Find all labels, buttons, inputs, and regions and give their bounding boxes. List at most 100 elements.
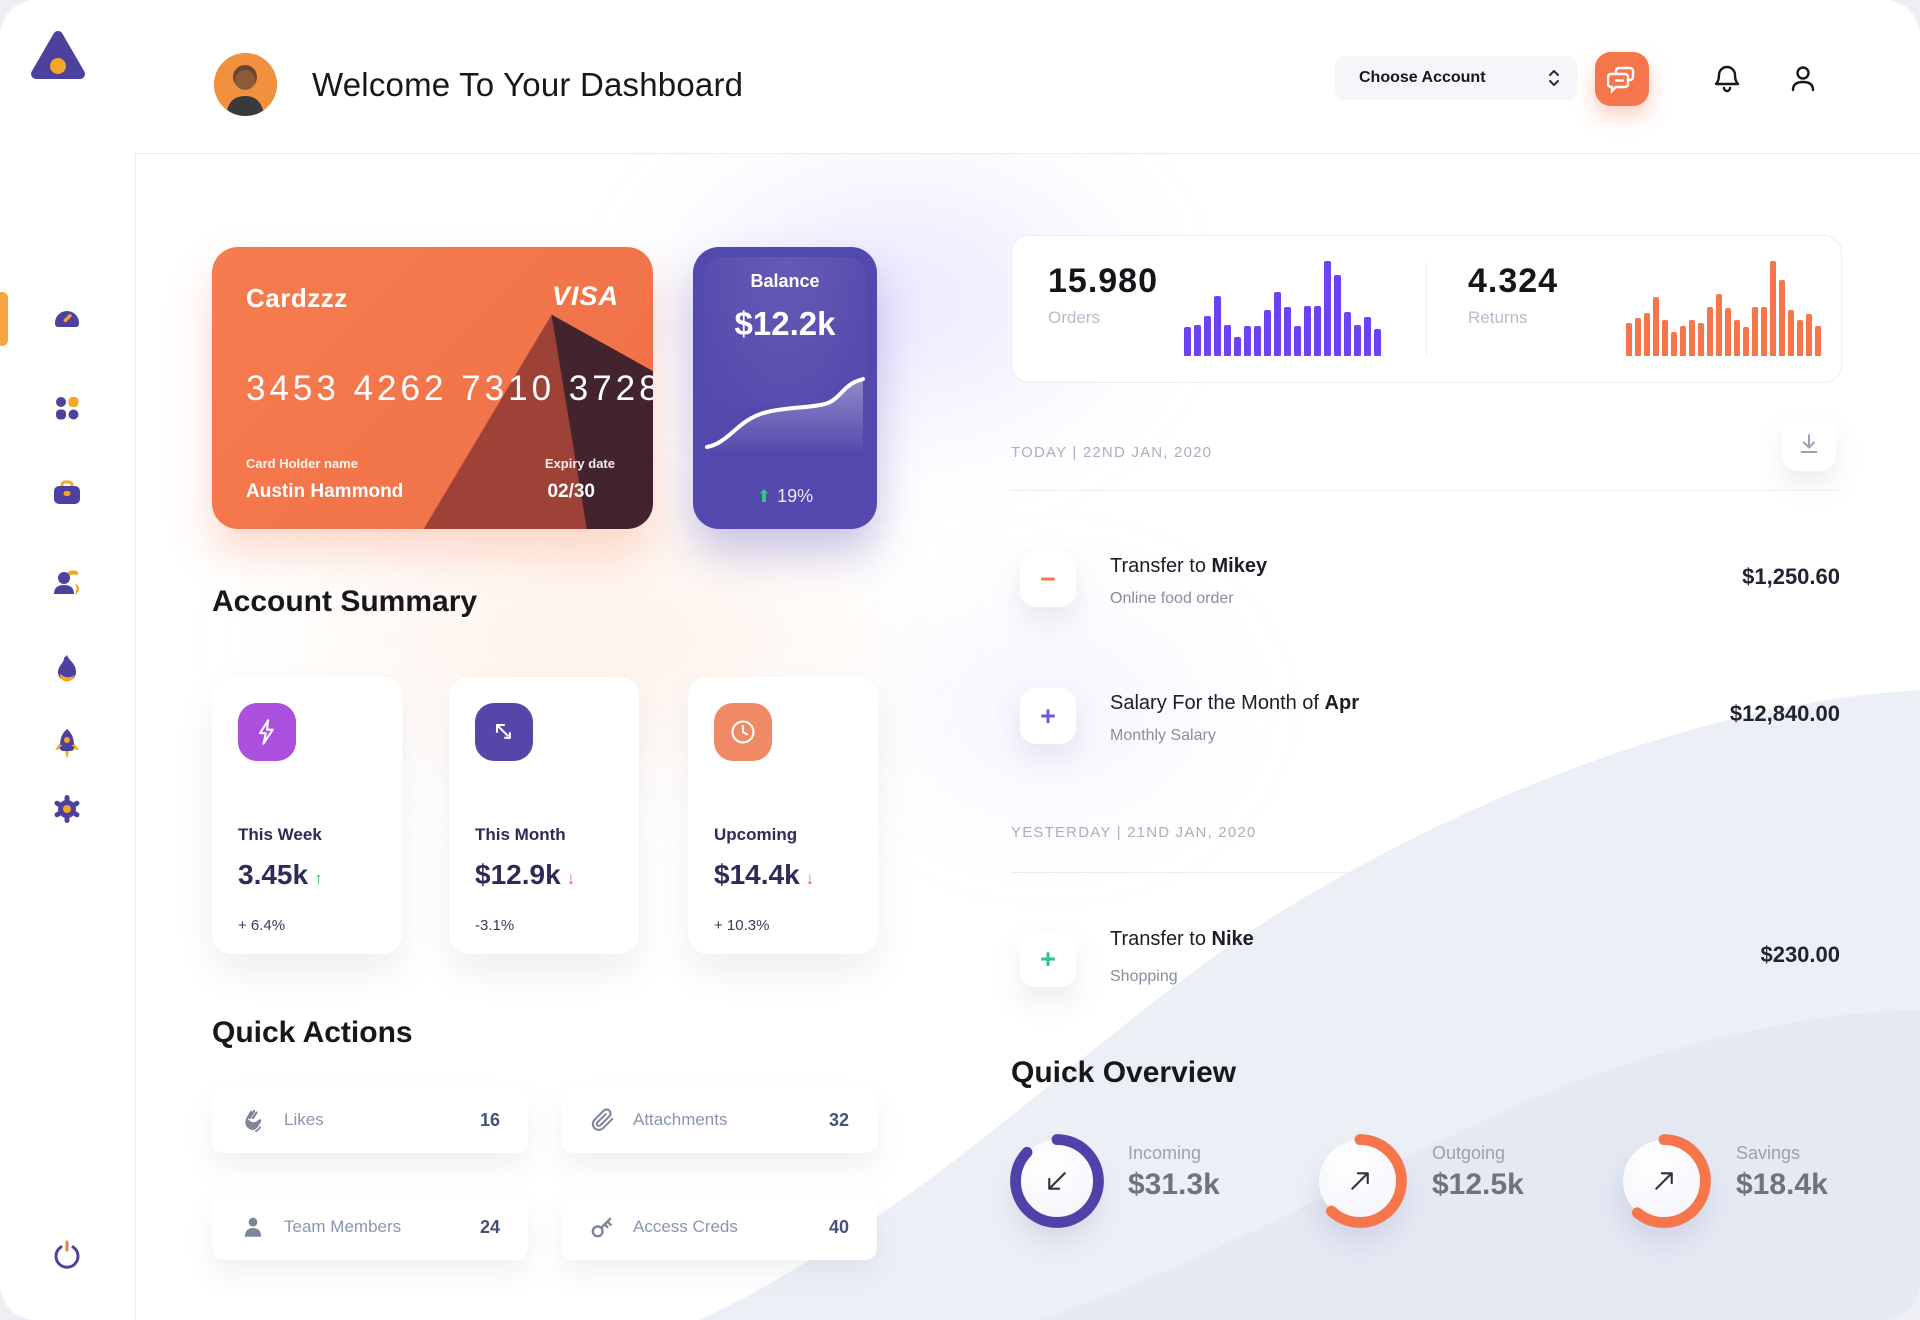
logout-button[interactable] (48, 1237, 86, 1275)
download-button[interactable] (1782, 417, 1836, 471)
balance-value: $12.2k (734, 305, 836, 342)
bar (1770, 261, 1776, 356)
summary-value: $14.4k ↓ (714, 859, 815, 890)
transaction-subtitle: Monthly Salary (1110, 727, 1216, 744)
header: Welcome To Your Dashboard Choose Account (135, 0, 1920, 154)
transaction-title: Salary For the Month of Apr (1110, 692, 1359, 714)
bar (1234, 337, 1241, 356)
balance-sparkline (705, 377, 865, 455)
notifications-button[interactable] (1711, 63, 1743, 95)
bar (1274, 292, 1281, 356)
chat-bubbles-icon (1607, 66, 1635, 94)
bar (1626, 323, 1632, 356)
transaction-subtitle: Online food order (1110, 590, 1234, 607)
bar (1806, 314, 1812, 356)
bar (1304, 306, 1311, 356)
chat-button[interactable] (1595, 52, 1649, 106)
user-avatar[interactable] (214, 53, 277, 116)
summary-card-this-week[interactable]: This Week 3.45k ↑ + 6.4% (212, 677, 402, 954)
card-holder-name: Austin Hammond (246, 481, 404, 502)
incoming-value: $31.3k (1128, 1168, 1220, 1201)
incoming-label: Incoming (1128, 1143, 1202, 1163)
profile-button[interactable] (1787, 63, 1819, 95)
account-select-label: Choose Account (1359, 69, 1486, 86)
clock-icon (714, 703, 772, 761)
quick-action-access-creds[interactable]: Access Creds 40 (561, 1194, 877, 1260)
quick-action-count: 32 (828, 1109, 849, 1130)
gear-icon (54, 795, 80, 823)
bar (1698, 323, 1704, 356)
balance-card[interactable]: Balance $12.2k ⬆ 19% (693, 247, 877, 529)
quick-action-team-members[interactable]: Team Members 24 (212, 1194, 528, 1260)
bar (1254, 326, 1261, 356)
bar (1264, 310, 1271, 356)
summary-percent: + 6.4% (238, 917, 286, 934)
quick-actions-title: Quick Actions (212, 1016, 413, 1049)
bar (1314, 306, 1321, 356)
sidebar-item-team[interactable] (48, 564, 86, 602)
bolt-icon (238, 703, 296, 761)
sidebar-item-apps[interactable] (48, 389, 86, 427)
transaction-minus-icon: − (1020, 551, 1076, 607)
incoming-ring (1008, 1132, 1106, 1230)
visa-logo: VISA (551, 281, 619, 311)
transaction-amount: $230.00 (1760, 942, 1840, 967)
quick-action-count: 16 (479, 1109, 500, 1130)
key-icon (591, 1217, 612, 1238)
credit-card[interactable]: Cardzzz VISA 3453 4262 7310 3728 Card Ho… (212, 247, 653, 529)
card-name: Cardzzz (246, 283, 348, 313)
summary-value: $12.9k ↓ (475, 859, 576, 890)
sidebar (0, 0, 136, 1320)
bar (1284, 307, 1291, 356)
transaction-amount: $1,250.60 (1742, 564, 1840, 589)
quick-action-likes[interactable]: Likes 16 (212, 1087, 528, 1153)
download-icon (1800, 434, 1818, 453)
bar (1797, 320, 1803, 356)
summary-card-upcoming[interactable]: Upcoming $14.4k ↓ + 10.3% (688, 677, 878, 954)
bar (1743, 327, 1749, 356)
returns-bar-chart (1626, 260, 1831, 356)
bar (1680, 326, 1686, 356)
bar (1644, 313, 1650, 356)
rocket-icon (55, 729, 79, 759)
balance-card-glow (703, 257, 867, 407)
bar (1334, 275, 1341, 356)
paperclip-icon (591, 1108, 614, 1131)
sparkline-fill (707, 379, 863, 455)
person-icon (244, 1217, 262, 1237)
select-chevrons-icon (1549, 70, 1559, 86)
bar (1716, 294, 1722, 356)
trend-arrow: ↓ (566, 869, 576, 888)
quick-action-count: 40 (828, 1216, 849, 1237)
stats-divider (1426, 262, 1427, 356)
transaction-plus-icon: + (1020, 688, 1076, 744)
summary-label: Upcoming (714, 825, 798, 844)
app-logo-icon[interactable] (28, 28, 88, 88)
sidebar-item-portfolio[interactable] (48, 474, 86, 512)
quick-action-attachments[interactable]: Attachments 32 (561, 1087, 877, 1153)
bar (1662, 320, 1668, 356)
date-header-yesterday: YESTERDAY | 21ND JAN, 2020 (1011, 824, 1257, 841)
quick-overview-title: Quick Overview (1011, 1056, 1237, 1089)
summary-card-this-month[interactable]: This Month $12.9k ↓ -3.1% (449, 677, 639, 954)
bar (1204, 316, 1211, 356)
grid-dots-icon (56, 397, 79, 420)
transaction-amount: $12,840.00 (1729, 701, 1840, 726)
sidebar-item-dashboard[interactable] (48, 298, 86, 336)
account-select[interactable]: Choose Account (1335, 56, 1577, 100)
sidebar-item-settings[interactable] (48, 790, 86, 828)
returns-label: Returns (1468, 308, 1528, 327)
trend-arrow: ↑ (314, 869, 323, 888)
bar (1815, 326, 1821, 356)
clap-icon (245, 1109, 262, 1132)
outgoing-value: $12.5k (1432, 1168, 1524, 1201)
savings-ring (1615, 1132, 1713, 1230)
bar (1294, 326, 1301, 356)
sidebar-item-launch[interactable] (48, 725, 86, 763)
date-header-today: TODAY | 22ND JAN, 2020 (1011, 444, 1213, 461)
sidebar-item-activity[interactable] (48, 650, 86, 688)
avatar-photo (214, 53, 277, 116)
summary-value: 3.45k ↑ (238, 859, 323, 890)
orders-returns-stats-card: 15.980 Orders 4.324 Returns (1011, 235, 1842, 383)
